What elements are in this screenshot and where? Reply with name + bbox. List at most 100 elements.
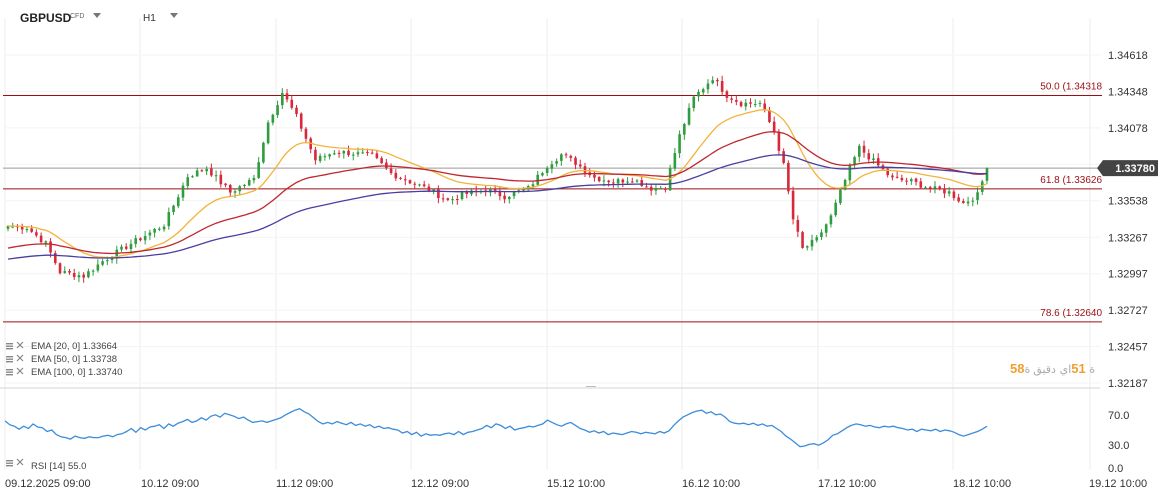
candle[interactable]	[583, 162, 587, 178]
candle[interactable]	[238, 184, 242, 196]
candle[interactable]	[408, 179, 412, 185]
candle[interactable]	[441, 193, 445, 203]
candle[interactable]	[115, 245, 119, 264]
candle-body[interactable]	[366, 151, 369, 153]
candle-body[interactable]	[361, 152, 365, 154]
candle-body[interactable]	[886, 168, 889, 176]
candle[interactable]	[635, 179, 639, 183]
candle-body[interactable]	[716, 79, 719, 82]
candle-body[interactable]	[522, 188, 525, 191]
candle[interactable]	[829, 213, 833, 228]
candle[interactable]	[886, 166, 889, 178]
candle-body[interactable]	[626, 181, 629, 183]
candle-body[interactable]	[824, 224, 828, 233]
candle[interactable]	[659, 185, 662, 190]
candle-body[interactable]	[333, 153, 336, 155]
candle-body[interactable]	[418, 184, 421, 186]
candle-body[interactable]	[195, 170, 199, 177]
candle[interactable]	[824, 223, 828, 238]
candle-body[interactable]	[933, 186, 937, 189]
candle-body[interactable]	[342, 151, 346, 154]
candle-body[interactable]	[541, 173, 544, 176]
candle[interactable]	[862, 140, 866, 158]
candle[interactable]	[725, 89, 729, 103]
ema-legend-row[interactable]: EMA [20, 0] 1.33664	[6, 341, 117, 352]
candle-body[interactable]	[905, 180, 908, 182]
candle[interactable]	[649, 184, 653, 196]
candle[interactable]	[167, 207, 171, 230]
candle[interactable]	[966, 196, 970, 207]
candle-body[interactable]	[928, 187, 932, 189]
candle-body[interactable]	[101, 261, 104, 265]
candle-body[interactable]	[290, 99, 294, 108]
candle[interactable]	[72, 268, 76, 280]
candle-body[interactable]	[252, 177, 256, 181]
candle-body[interactable]	[753, 104, 757, 106]
candle-body[interactable]	[299, 113, 303, 129]
candle[interactable]	[295, 104, 298, 117]
candle-body[interactable]	[630, 181, 634, 183]
candle-body[interactable]	[673, 153, 677, 169]
candle-body[interactable]	[782, 151, 785, 163]
candle[interactable]	[574, 156, 577, 170]
candle[interactable]	[957, 193, 960, 203]
candle-body[interactable]	[805, 246, 809, 248]
candle[interactable]	[560, 152, 563, 166]
candle-body[interactable]	[895, 176, 899, 178]
candle-body[interactable]	[508, 196, 511, 200]
candle-body[interactable]	[124, 246, 128, 249]
candle-body[interactable]	[53, 253, 57, 264]
candle-body[interactable]	[167, 212, 171, 227]
candle-body[interactable]	[63, 271, 67, 273]
candle[interactable]	[87, 268, 90, 279]
candle[interactable]	[664, 186, 667, 193]
candle[interactable]	[853, 155, 856, 169]
candle-body[interactable]	[96, 264, 100, 271]
candle-body[interactable]	[697, 92, 700, 97]
candle-body[interactable]	[848, 165, 852, 181]
candle-body[interactable]	[560, 154, 563, 161]
candle-body[interactable]	[408, 180, 412, 184]
candle[interactable]	[191, 175, 194, 178]
candle-body[interactable]	[640, 180, 644, 187]
candle[interactable]	[219, 170, 223, 188]
candle-body[interactable]	[35, 232, 38, 236]
legend-close-icon[interactable]	[16, 354, 24, 362]
candle-body[interactable]	[555, 161, 558, 164]
ema-legend-row[interactable]: EMA [100, 0] 1.33740	[6, 367, 122, 378]
candle-body[interactable]	[115, 249, 119, 259]
candle-body[interactable]	[593, 174, 596, 178]
candle-body[interactable]	[980, 181, 984, 192]
candle[interactable]	[782, 148, 785, 165]
candle[interactable]	[564, 152, 568, 159]
candle[interactable]	[375, 150, 379, 160]
candle-body[interactable]	[924, 187, 927, 189]
candle-body[interactable]	[446, 198, 450, 200]
candle[interactable]	[720, 75, 724, 96]
candle-body[interactable]	[744, 102, 748, 107]
candle-body[interactable]	[607, 180, 610, 183]
candle-body[interactable]	[701, 89, 705, 93]
candle-body[interactable]	[276, 105, 279, 116]
candle[interactable]	[796, 215, 800, 237]
candle-body[interactable]	[602, 180, 606, 182]
candle[interactable]	[701, 87, 705, 96]
candle-body[interactable]	[512, 191, 516, 197]
candle[interactable]	[673, 147, 677, 172]
candle[interactable]	[588, 168, 592, 178]
candle[interactable]	[787, 160, 790, 195]
candle-body[interactable]	[971, 200, 975, 202]
candle-body[interactable]	[910, 179, 913, 182]
candle-body[interactable]	[503, 195, 506, 200]
candle[interactable]	[30, 225, 33, 233]
candle[interactable]	[952, 189, 956, 201]
candle-body[interactable]	[143, 236, 147, 241]
candle[interactable]	[697, 89, 700, 102]
candle[interactable]	[399, 176, 402, 180]
candle[interactable]	[200, 169, 204, 173]
candle[interactable]	[739, 100, 743, 108]
candle[interactable]	[753, 99, 757, 108]
candle[interactable]	[153, 228, 156, 238]
candle[interactable]	[569, 154, 573, 162]
